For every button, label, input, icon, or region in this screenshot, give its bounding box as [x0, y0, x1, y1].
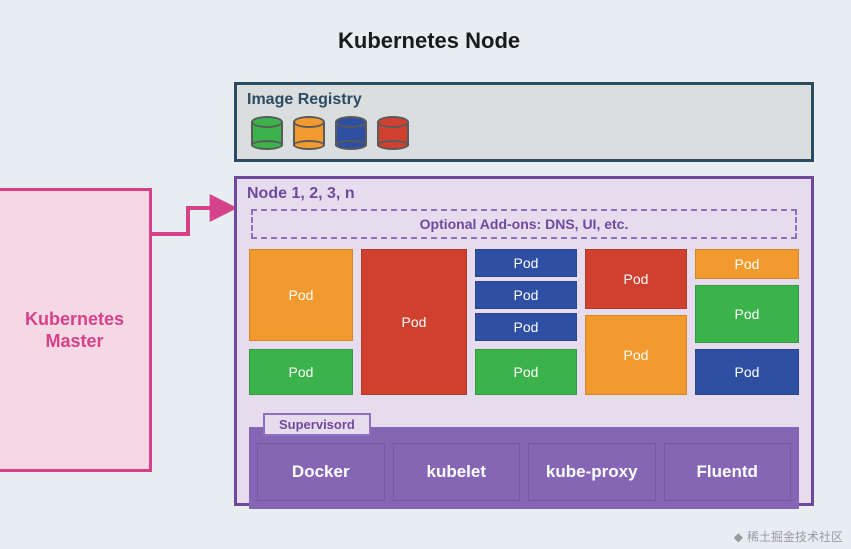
registry-cylinders [247, 116, 801, 150]
pod-box: Pod [361, 249, 467, 395]
registry-cylinder-icon [251, 116, 283, 150]
pod-box: Pod [585, 315, 687, 395]
pod-box: Pod [475, 313, 577, 341]
service-box: kube-proxy [528, 443, 656, 501]
pod-box: Pod [695, 249, 799, 279]
service-box: Fluentd [664, 443, 792, 501]
pod-box: Pod [585, 249, 687, 309]
pod-box: Pod [249, 349, 353, 395]
supervisord-tab: Supervisord [263, 413, 371, 436]
supervisord-bg: Dockerkubeletkube-proxyFluentd [249, 427, 799, 509]
registry-cylinder-icon [377, 116, 409, 150]
pod-box: Pod [475, 281, 577, 309]
node-title: Node 1, 2, 3, n [247, 185, 801, 203]
pod-box: Pod [249, 249, 353, 341]
pods-area: PodPodPodPodPodPodPodPodPodPodPodPod [249, 249, 799, 403]
addons-box: Optional Add-ons: DNS, UI, etc. [251, 209, 797, 239]
image-registry-box: Image Registry [234, 82, 814, 162]
registry-cylinder-icon [335, 116, 367, 150]
node-box: Node 1, 2, 3, n Optional Add-ons: DNS, UI… [234, 176, 814, 506]
supervisord-area: Dockerkubeletkube-proxyFluentdSupervisor… [249, 413, 799, 509]
pod-box: Pod [695, 285, 799, 343]
pod-box: Pod [475, 349, 577, 395]
pod-box: Pod [695, 349, 799, 395]
service-box: kubelet [393, 443, 521, 501]
service-box: Docker [257, 443, 385, 501]
watermark: ◆稀土掘金技术社区 [734, 528, 843, 545]
diagram-canvas: Kubernetes NodeKubernetesMaster Image Re… [0, 0, 851, 549]
watermark-icon: ◆ [734, 530, 743, 544]
registry-cylinder-icon [293, 116, 325, 150]
pod-box: Pod [475, 249, 577, 277]
image-registry-title: Image Registry [247, 91, 801, 109]
